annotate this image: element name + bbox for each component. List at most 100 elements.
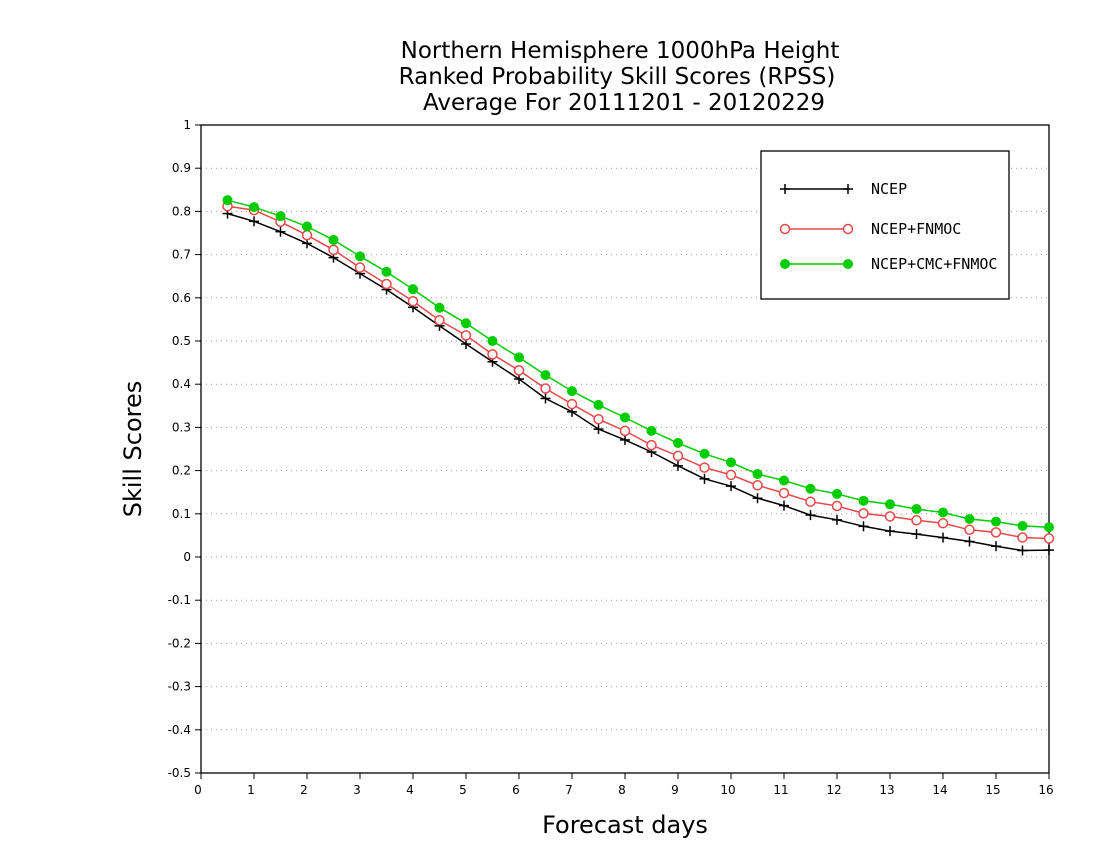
data-point-ncep-fnmoc (381, 278, 392, 290)
x-tick-label: 5 (459, 783, 467, 797)
y-tick-label: 0.5 (172, 334, 191, 348)
data-point-ncep-cmc-fnmoc (461, 318, 471, 329)
data-point-ncep-fnmoc (328, 244, 339, 256)
data-point-ncep-fnmoc (858, 508, 869, 519)
data-point-ncep (673, 460, 683, 471)
data-point-ncep (885, 526, 895, 537)
data-point-ncep (991, 541, 1001, 552)
data-point-ncep-fnmoc (619, 425, 631, 437)
legend-marker (843, 184, 853, 194)
legend-marker (780, 259, 790, 269)
y-tick-label: 1 (183, 118, 191, 132)
y-tick-label: 0 (183, 550, 191, 564)
data-point-ncep (911, 529, 922, 540)
data-point-ncep-fnmoc (911, 515, 922, 526)
data-point-ncep (540, 393, 551, 404)
data-point-ncep-cmc-fnmoc (222, 195, 233, 206)
data-point-ncep (593, 424, 604, 435)
x-axis-title: Forecast days (542, 811, 708, 839)
chart-title-line-3: Average For 20111201 - 20120229 (423, 90, 825, 116)
data-point-ncep-cmc-fnmoc (699, 448, 710, 459)
y-tick-label: 0.7 (172, 248, 191, 262)
data-point-ncep-cmc-fnmoc (540, 370, 551, 381)
data-point-ncep-fnmoc (434, 315, 445, 326)
data-point-ncep (752, 493, 763, 504)
x-tick-label: 9 (671, 783, 679, 797)
data-point-ncep-cmc-fnmoc (646, 425, 657, 436)
x-tick-label: 1 (247, 783, 255, 797)
data-point-ncep-fnmoc (752, 480, 763, 491)
data-point-ncep-cmc-fnmoc (514, 352, 524, 363)
x-tick-label: 11 (773, 783, 788, 797)
data-point-ncep (620, 434, 630, 445)
data-point-ncep-cmc-fnmoc (832, 488, 842, 499)
data-point-ncep-cmc-fnmoc (991, 516, 1001, 527)
y-tick-label: -0.5 (168, 766, 191, 780)
data-point-ncep-cmc-fnmoc (381, 266, 392, 277)
data-point-ncep-fnmoc (1043, 533, 1055, 544)
data-point-ncep-cmc-fnmoc (752, 469, 763, 480)
data-point-ncep-fnmoc (566, 398, 578, 410)
data-point-ncep-cmc-fnmoc (487, 336, 498, 346)
data-point-ncep-fnmoc (937, 518, 949, 529)
x-tick-label: 8 (618, 783, 626, 797)
legend: NCEP NCEP+FNMOC NCEP+CMC+FNMOC (760, 150, 1010, 300)
plot-frame (200, 124, 1050, 774)
legend-item-ncep-cmc-fnmoc: NCEP+CMC+FNMOC (780, 255, 997, 273)
y-axis-title: Skill Scores (119, 381, 147, 518)
data-point-ncep (964, 536, 975, 547)
legend-item-ncep: NCEP (780, 180, 907, 198)
data-point-ncep-cmc-fnmoc (328, 234, 339, 245)
data-point-ncep-fnmoc (725, 469, 737, 481)
axis-ticks: 1 0.9 0.8 0.7 0.6 0.5 0.4 0.3 0.2 0.1 0 -0.1 -0.2 -0.… (168, 118, 1054, 797)
y-tick-label: 0.8 (172, 204, 191, 218)
data-point-ncep-cmc-fnmoc (249, 202, 259, 213)
data-point-ncep (1017, 545, 1028, 556)
data-point-ncep-fnmoc (672, 450, 684, 462)
y-tick-label: -0.3 (168, 680, 191, 694)
data-point-ncep-fnmoc (990, 527, 1002, 538)
series-ncep-fnmoc (222, 200, 1055, 544)
data-point-ncep (514, 374, 524, 385)
data-point-ncep-fnmoc (778, 487, 790, 499)
y-tick-label: 0.2 (172, 464, 191, 478)
series-layer (222, 195, 1055, 556)
data-point-ncep-fnmoc (884, 511, 896, 522)
data-point-ncep (461, 339, 471, 350)
data-point-ncep-cmc-fnmoc (779, 475, 789, 486)
data-point-ncep-cmc-fnmoc (911, 504, 922, 515)
x-tick-label: 14 (932, 783, 947, 797)
x-tick-label: 13 (879, 783, 894, 797)
y-tick-label: 0.4 (172, 377, 191, 391)
data-point-ncep-fnmoc (407, 296, 419, 307)
data-point-ncep-cmc-fnmoc (805, 483, 816, 494)
data-point-ncep-fnmoc (646, 439, 657, 451)
data-point-ncep-cmc-fnmoc (567, 386, 577, 397)
y-tick-label: -0.4 (168, 723, 191, 737)
x-tick-label: 15 (985, 783, 1000, 797)
data-point-ncep (858, 521, 869, 532)
x-tick-label: 0 (194, 783, 202, 797)
series-ncep-cmc-fnmoc (222, 195, 1054, 533)
data-point-ncep-fnmoc (301, 229, 313, 241)
data-point-ncep-cmc-fnmoc (275, 211, 286, 222)
data-point-ncep-fnmoc (540, 383, 551, 394)
legend-label: NCEP+CMC+FNMOC (871, 255, 997, 273)
legend-label: NCEP+FNMOC (871, 220, 961, 238)
x-tick-label: 12 (826, 783, 841, 797)
data-point-ncep (779, 500, 789, 511)
data-point-ncep (249, 216, 259, 227)
data-point-ncep-fnmoc (831, 500, 843, 512)
data-point-ncep-fnmoc (805, 496, 816, 507)
chart-title-line-1: Northern Hemisphere 1000hPa Height (401, 38, 840, 64)
data-point-ncep (726, 481, 736, 492)
data-point-ncep (699, 473, 710, 484)
x-tick-label: 7 (565, 783, 573, 797)
data-point-ncep-fnmoc (460, 330, 472, 341)
data-point-ncep-fnmoc (487, 349, 498, 360)
legend-box (760, 150, 1010, 300)
y-tick-label: 0.3 (172, 420, 191, 434)
data-point-ncep-cmc-fnmoc (302, 221, 312, 232)
legend-marker (842, 223, 854, 235)
data-point-ncep-cmc-fnmoc (434, 302, 445, 313)
